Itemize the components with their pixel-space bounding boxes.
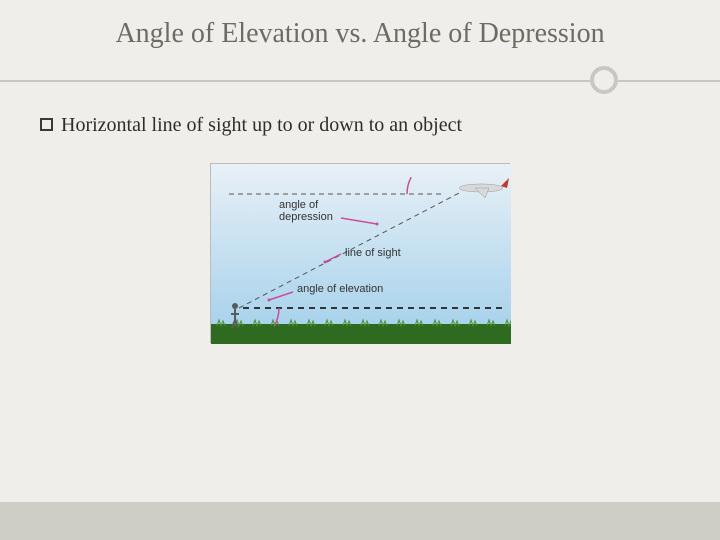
diagram-container: angle ofdepression line of sight angle of …	[0, 163, 720, 343]
svg-text:angle of: angle of	[279, 199, 319, 211]
title-row: Angle of Elevation vs. Angle of Depressi…	[0, 0, 720, 50]
bullet-block: Horizontal line of sight up to or down t…	[40, 114, 680, 137]
content-area: Angle of Elevation vs. Angle of Depressi…	[0, 0, 720, 502]
divider	[0, 64, 720, 98]
svg-text:angle of elevation: angle of elevation	[297, 283, 383, 295]
slide: Angle of Elevation vs. Angle of Depressi…	[0, 0, 720, 540]
svg-text:depression: depression	[279, 211, 333, 223]
bullet-square-icon	[40, 118, 53, 131]
divider-circle-icon	[590, 66, 618, 94]
bullet-text: Horizontal line of sight up to or down t…	[61, 114, 462, 137]
slide-title: Angle of Elevation vs. Angle of Depressi…	[0, 18, 720, 50]
angle-diagram: angle ofdepression line of sight angle of …	[210, 163, 510, 343]
bottom-bar	[0, 502, 720, 540]
diagram-svg: angle ofdepression line of sight angle of …	[211, 164, 511, 344]
svg-text:line of sight: line of sight	[345, 247, 401, 259]
